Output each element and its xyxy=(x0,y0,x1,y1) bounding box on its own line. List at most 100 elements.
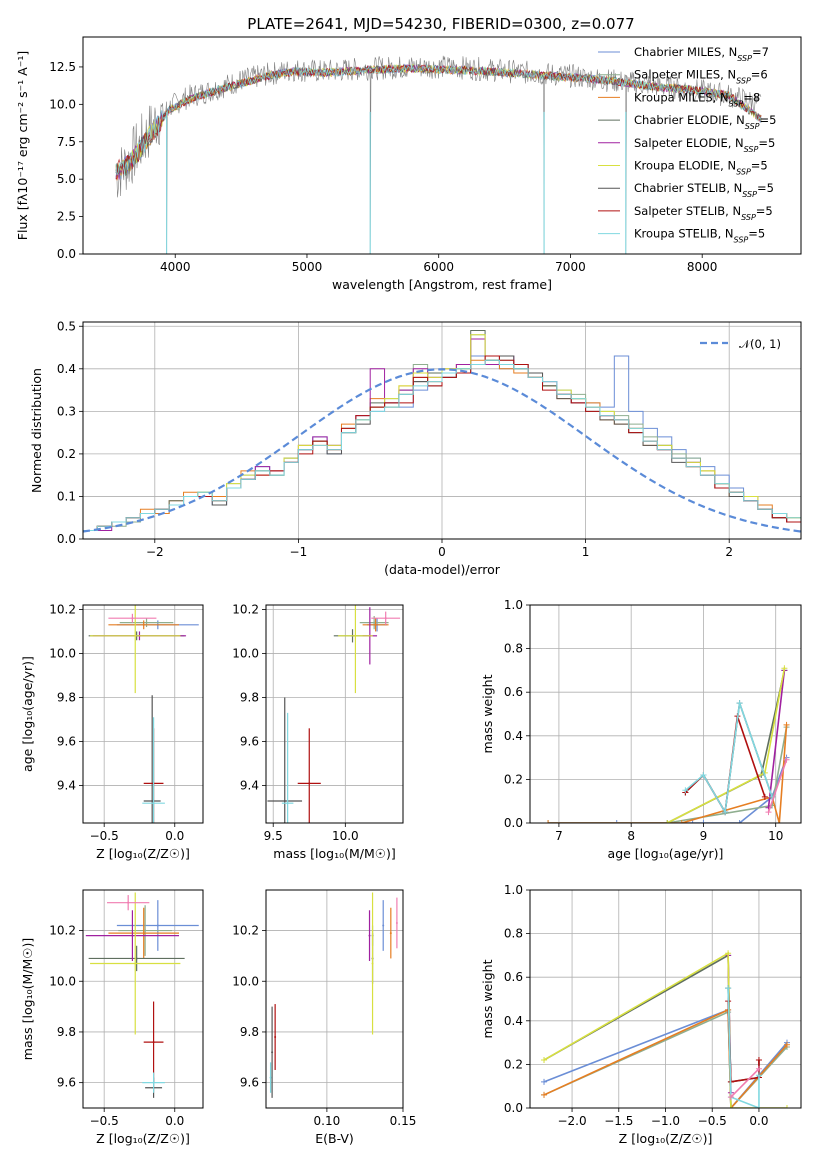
data-point xyxy=(156,924,159,927)
x-tick-label: 7000 xyxy=(555,260,586,274)
panel-age_vs_Z: −0.5 0.0 9.4 9.6 9.8 10.0 10.2 Z [log₁₀(Z/Z☉)] a… xyxy=(20,602,204,861)
x-axis-label: mass [log₁₀(M/M☉)] xyxy=(273,846,395,861)
weight-series-line xyxy=(727,988,760,1083)
data-point xyxy=(283,799,286,802)
y-tick-label: 10.0 xyxy=(232,974,259,988)
y-tick-label: 0.6 xyxy=(504,970,523,984)
weight-marker xyxy=(781,665,788,672)
panel-mass_vs_EBV: 0.10 0.15 9.6 9.8 10.0 10.2 E(B-V) xyxy=(232,889,416,1146)
plot-area xyxy=(269,892,398,1098)
weight-series-line xyxy=(727,988,760,1108)
data-point xyxy=(142,932,145,935)
y-tick-label: 0.2 xyxy=(504,1057,523,1071)
weight-series-line xyxy=(767,670,786,808)
y-tick-label: 12.5 xyxy=(49,60,76,74)
y-tick-label: 0.2 xyxy=(504,772,523,786)
legend-entry: Salpeter ELODIE, NSSP=5 xyxy=(634,136,775,154)
weight-marker xyxy=(664,820,671,823)
x-tick-label: 5000 xyxy=(292,260,323,274)
legend-normal-label: 𝒩(0, 1) xyxy=(739,337,781,351)
weight-marker xyxy=(783,721,790,728)
x-tick-label: 0.0 xyxy=(165,1114,184,1128)
weight-series-line xyxy=(548,726,788,823)
weight-series-line xyxy=(730,1068,760,1098)
x-tick-label: 4000 xyxy=(160,260,191,274)
data-point xyxy=(144,929,147,932)
y-axis-label: age [log₁₀(age/yr)] xyxy=(20,656,35,772)
x-tick-label: 8000 xyxy=(687,260,718,274)
y-tick-label: 9.4 xyxy=(57,779,76,793)
legend-entry: Chabrier MILES, NSSP=7 xyxy=(634,45,769,63)
weight-marker xyxy=(755,1057,762,1064)
y-tick-label: 10.0 xyxy=(49,646,76,660)
y-tick-label: 9.6 xyxy=(240,1076,259,1090)
panel-residuals: −2 −1 0 1 2 0.0 0.1 0.2 0.3 0.4 0.5 (data-model)/er… xyxy=(29,319,802,577)
y-tick-label: 2.5 xyxy=(57,210,76,224)
data-point xyxy=(374,623,377,626)
weight-series-line xyxy=(548,724,788,823)
weight-marker xyxy=(541,1091,548,1098)
weight-series-line xyxy=(548,757,788,823)
weight-series-line xyxy=(684,702,773,815)
data-point xyxy=(382,924,385,927)
weight-marker xyxy=(736,700,743,707)
x-tick-label: 6000 xyxy=(423,260,454,274)
axes-frame xyxy=(82,321,802,540)
x-axis-label: Z [log₁₀(Z/Z☉)] xyxy=(96,1131,190,1146)
axes-frame xyxy=(529,889,802,1109)
y-tick-label: 0.4 xyxy=(504,1014,523,1028)
panel-massweight_vs_age: 7 8 9 10 0.0 0.2 0.4 0.6 0.8 1.0 age [log₁₀(age/yr… xyxy=(480,598,802,861)
data-point xyxy=(131,617,134,620)
x-tick-label: 9.5 xyxy=(264,829,283,843)
weight-series-line xyxy=(684,715,766,815)
data-point xyxy=(135,957,138,960)
data-point xyxy=(389,932,392,935)
y-tick-label: 0.1 xyxy=(57,489,76,503)
legend-entry: Kroupa MILES, NSSP=8 xyxy=(634,90,760,108)
plot-area xyxy=(115,55,762,254)
data-point xyxy=(134,634,137,637)
weight-marker xyxy=(761,793,768,800)
y-tick-label: 9.6 xyxy=(57,1076,76,1090)
data-point xyxy=(395,921,398,924)
x-tick-label: 0.10 xyxy=(314,1114,341,1128)
y-tick-label: 0.8 xyxy=(504,642,523,656)
y-tick-label: 10.0 xyxy=(49,974,76,988)
x-axis-label: Z [log₁₀(Z/Z☉)] xyxy=(619,1131,713,1146)
weight-marker xyxy=(783,1041,790,1048)
y-tick-label: 10.2 xyxy=(49,924,76,938)
data-point xyxy=(371,962,374,965)
x-tick-label: 10.0 xyxy=(332,829,359,843)
y-axis-label: Normed distribution xyxy=(29,368,44,493)
y-tick-label: 0.8 xyxy=(504,927,523,941)
x-tick-label: 0.0 xyxy=(749,1114,768,1128)
plot-area xyxy=(545,665,790,823)
data-point xyxy=(152,1081,155,1084)
weight-marker xyxy=(722,809,729,816)
y-tick-label: 7.5 xyxy=(57,135,76,149)
data-point xyxy=(152,1041,155,1044)
y-tick-label: 0.0 xyxy=(504,816,523,830)
x-axis-label: Z [log₁₀(Z/Z☉)] xyxy=(96,846,190,861)
y-axis-label: Flux [fλ10⁻¹⁷ erg cm⁻² s⁻¹ A⁻¹] xyxy=(15,51,30,240)
weight-marker xyxy=(541,1078,548,1085)
weight-marker xyxy=(727,1094,734,1101)
y-tick-label: 0.3 xyxy=(57,404,76,418)
x-tick-label: 8 xyxy=(627,829,635,843)
y-tick-label: 0.4 xyxy=(57,362,76,376)
weight-marker xyxy=(678,820,685,823)
weight-marker xyxy=(689,820,696,823)
normal-curve xyxy=(83,368,801,533)
y-tick-label: 10.2 xyxy=(49,602,76,616)
weight-marker xyxy=(783,756,790,763)
x-tick-label: −0.5 xyxy=(698,1114,727,1128)
y-tick-label: 9.6 xyxy=(57,735,76,749)
histogram-series xyxy=(83,359,801,531)
data-point xyxy=(151,799,154,802)
data-point xyxy=(373,621,376,624)
x-tick-label: 2 xyxy=(725,545,733,559)
y-tick-label: 0.2 xyxy=(57,447,76,461)
weight-marker xyxy=(725,950,732,957)
x-tick-label: 0 xyxy=(438,545,446,559)
y-tick-label: 1.0 xyxy=(504,883,523,897)
